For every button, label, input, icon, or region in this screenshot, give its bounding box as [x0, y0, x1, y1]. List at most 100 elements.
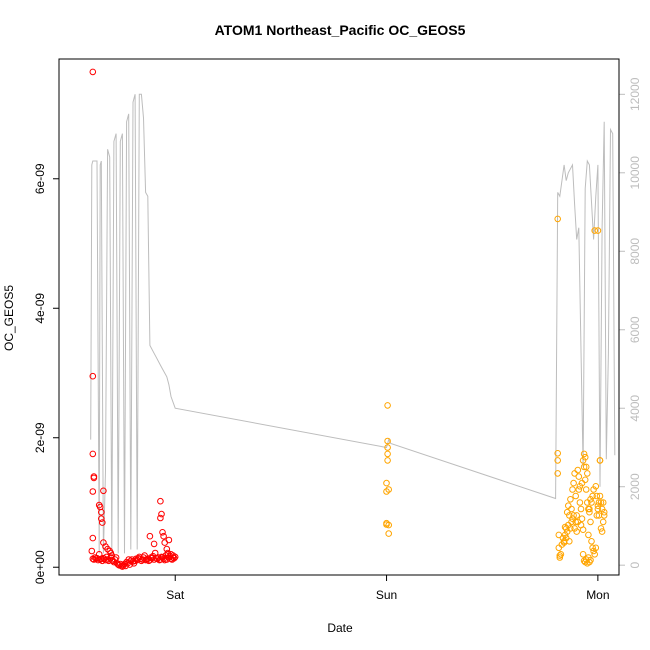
- orange-data-point: [383, 479, 390, 487]
- orange-data-point: [556, 552, 564, 559]
- orange-data-point: [557, 551, 565, 558]
- orange-data-point: [384, 457, 391, 464]
- orange-data-point: [574, 466, 582, 474]
- orange-data-point: [585, 505, 592, 513]
- orange-data-point: [587, 496, 594, 503]
- red-data-point: [164, 549, 172, 557]
- orange-data-point: [385, 486, 393, 493]
- orange-data-point: [566, 538, 573, 545]
- orange-data-point: [588, 538, 595, 545]
- orange-data-point: [599, 518, 607, 526]
- orange-data-point: [580, 450, 588, 458]
- orange-data-point: [596, 457, 604, 464]
- orange-data-point: [589, 492, 596, 500]
- red-data-point: [98, 508, 105, 516]
- red-data-point: [165, 536, 173, 544]
- red-data-point: [163, 545, 171, 553]
- red-data-point: [104, 545, 111, 553]
- red-data-point: [99, 519, 106, 526]
- orange-data-point: [569, 486, 576, 493]
- orange-data-point: [594, 227, 602, 234]
- orange-data-point: [587, 556, 594, 564]
- red-data-point: [170, 554, 178, 562]
- chart-title: ATOM1 Northeast_Pacific OC_GEOS5: [215, 22, 466, 38]
- orange-data-point: [568, 505, 575, 513]
- orange-data-point: [585, 531, 592, 539]
- orange-data-point: [573, 512, 581, 519]
- orange-data-point: [600, 512, 608, 519]
- orange-data-point: [592, 544, 600, 552]
- red-data-point: [90, 474, 98, 482]
- orange-data-point: [591, 551, 599, 558]
- orange-data-point: [567, 496, 574, 503]
- plot-frame: [58, 58, 620, 576]
- orange-data-point: [592, 483, 600, 490]
- orange-data-point: [577, 505, 585, 513]
- red-data-point: [160, 532, 167, 540]
- altitude-line-layer: [90, 93, 616, 554]
- y-left-tick-label: 4e-09: [33, 293, 47, 324]
- orange-data-point: [580, 463, 588, 471]
- orange-data-point: [578, 515, 586, 523]
- y-right-tick-label: 4000: [628, 395, 642, 422]
- orange-data-point: [579, 526, 587, 534]
- orange-data-point: [554, 215, 562, 223]
- orange-data-point: [593, 512, 601, 519]
- y-right-tick-label: 0: [628, 562, 642, 569]
- x-tick-label: Sat: [166, 588, 185, 602]
- orange-data-point: [567, 525, 574, 532]
- orange-data-point: [575, 486, 583, 493]
- orange-data-point: [384, 450, 391, 458]
- red-data-point: [88, 547, 96, 555]
- orange-data-point: [568, 518, 575, 526]
- orange-data-point: [573, 528, 581, 535]
- orange-data-point: [579, 551, 587, 558]
- red-data-point: [89, 450, 97, 458]
- orange-data-point: [591, 227, 599, 234]
- orange-data-point: [589, 544, 596, 552]
- orange-data-point: [584, 470, 591, 477]
- red-data-point: [157, 497, 164, 505]
- y-left-tick-label: 2e-09: [33, 422, 47, 453]
- orange-data-point: [554, 450, 562, 457]
- orange-data-point: [555, 531, 563, 539]
- orange-data-point: [598, 528, 606, 535]
- y-left-tick-label: 0e+00: [33, 550, 47, 584]
- red-data-point: [100, 539, 107, 546]
- y-right-tick-label: 6000: [628, 316, 642, 343]
- orange-data-point: [554, 457, 562, 464]
- orange-data-point: [596, 492, 604, 500]
- orange-data-point: [384, 402, 391, 409]
- red-data-point: [150, 540, 158, 548]
- orange-data-point: [556, 554, 564, 561]
- orange-data-point: [384, 437, 391, 445]
- orange-data-point: [558, 541, 566, 548]
- red-points-layer: [88, 68, 179, 570]
- red-data-point: [108, 552, 116, 559]
- orange-data-point: [586, 508, 593, 516]
- orange-data-point: [384, 444, 391, 451]
- orange-data-point: [594, 505, 602, 513]
- x-tick-label: Mon: [586, 588, 609, 602]
- orange-data-point: [576, 483, 584, 490]
- orange-data-point: [576, 499, 584, 506]
- orange-data-point: [562, 525, 570, 532]
- red-data-point: [100, 487, 107, 495]
- y-right-tick-label: 2000: [628, 473, 642, 500]
- x-tick-label: Sun: [376, 588, 397, 602]
- altitude-line: [90, 93, 616, 554]
- orange-points-layer: [383, 215, 608, 567]
- orange-data-point: [554, 470, 562, 477]
- orange-data-point: [570, 512, 577, 519]
- orange-data-point: [572, 492, 580, 500]
- orange-data-point: [597, 525, 605, 532]
- orange-data-point: [593, 492, 601, 500]
- orange-data-point: [581, 453, 589, 461]
- y-left-tick-label: 6e-09: [33, 163, 47, 194]
- orange-data-point: [582, 486, 590, 493]
- red-data-point: [169, 554, 177, 561]
- red-data-point: [89, 68, 97, 76]
- orange-data-point: [385, 530, 393, 537]
